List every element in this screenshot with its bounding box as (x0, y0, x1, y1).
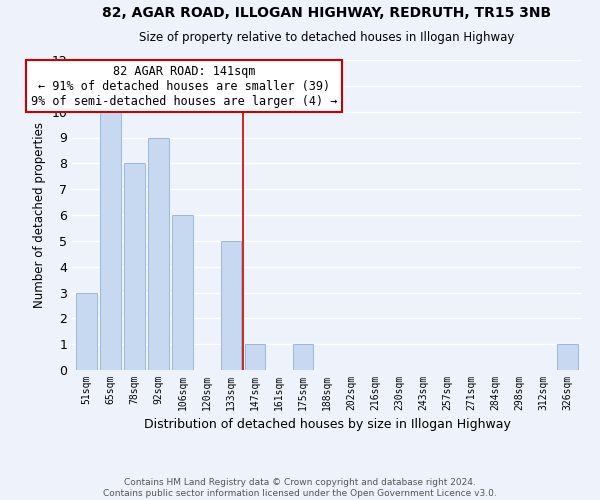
Text: Contains HM Land Registry data © Crown copyright and database right 2024.
Contai: Contains HM Land Registry data © Crown c… (103, 478, 497, 498)
Bar (148, 138, 169, 370)
Bar (557, 344, 578, 370)
Text: 82 AGAR ROAD: 141sqm
← 91% of detached houses are smaller (39)
9% of semi-detach: 82 AGAR ROAD: 141sqm ← 91% of detached h… (31, 64, 337, 108)
Text: Size of property relative to detached houses in Illogan Highway: Size of property relative to detached ho… (139, 32, 515, 44)
Bar (100, 112, 121, 370)
Bar (293, 344, 313, 370)
X-axis label: Distribution of detached houses by size in Illogan Highway: Distribution of detached houses by size … (143, 418, 511, 432)
Y-axis label: Number of detached properties: Number of detached properties (33, 122, 46, 308)
Bar (76, 292, 97, 370)
Bar (221, 241, 241, 370)
Bar (172, 215, 193, 370)
Bar (124, 164, 145, 370)
Text: 82, AGAR ROAD, ILLOGAN HIGHWAY, REDRUTH, TR15 3NB: 82, AGAR ROAD, ILLOGAN HIGHWAY, REDRUTH,… (103, 6, 551, 20)
Bar (245, 344, 265, 370)
